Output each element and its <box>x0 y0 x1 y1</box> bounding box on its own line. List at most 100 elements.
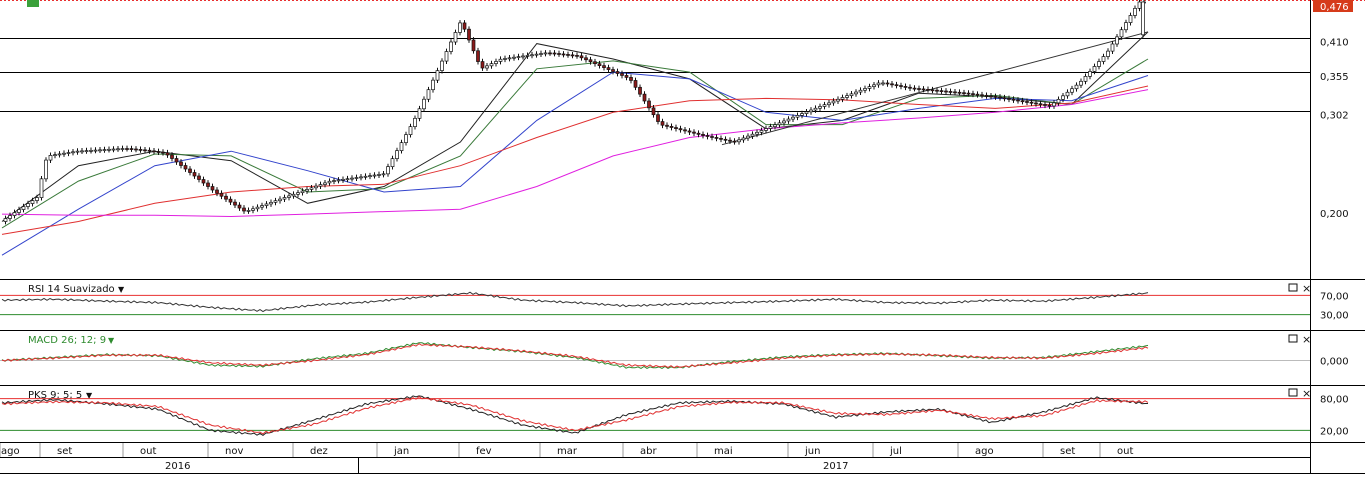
candle-body <box>345 178 350 181</box>
candle-body <box>489 63 494 67</box>
price-axis-label: 0,200 <box>1320 209 1349 220</box>
candle-body <box>1141 1 1145 36</box>
candle-body <box>395 150 399 160</box>
candle-body <box>215 189 219 194</box>
candle-body <box>746 135 750 139</box>
candle-body <box>633 80 638 88</box>
candle-body <box>255 206 260 210</box>
candle-body <box>615 71 620 74</box>
indicator-line <box>1 395 1149 435</box>
macd-panel[interactable]: MACD 26; 12; 9 ▼ 0,000 <box>0 335 1349 369</box>
candle-body <box>696 132 701 135</box>
candle-body <box>867 86 872 89</box>
candle-body <box>1079 80 1083 86</box>
maximize-icon[interactable] <box>1288 388 1298 397</box>
candle-body <box>48 155 53 161</box>
candle-body <box>701 134 705 136</box>
candle-body <box>827 102 831 106</box>
indicator-line <box>1 343 1149 369</box>
candle-body <box>408 126 413 136</box>
pks-menu-icon[interactable]: ▼ <box>86 391 93 400</box>
candle-body <box>417 108 422 119</box>
moving-average-line <box>1 31 1149 222</box>
candle-body <box>597 63 602 66</box>
candle-body <box>665 124 669 127</box>
candle-body <box>300 190 305 194</box>
macd-menu-icon[interactable]: ▼ <box>108 336 115 345</box>
candle-body <box>125 148 129 150</box>
candle-body <box>980 94 984 97</box>
candle-body <box>327 180 332 184</box>
price-axis-label: 0,355 <box>1320 72 1349 83</box>
candle-body <box>971 93 975 95</box>
candle-body <box>84 150 89 152</box>
candle-body <box>1128 15 1133 23</box>
candle-body <box>8 215 12 219</box>
candle-body <box>1133 7 1137 16</box>
candle-body <box>831 100 836 104</box>
month-label: dez <box>310 446 328 457</box>
candle-body <box>1002 97 1007 100</box>
candle-body <box>836 98 840 102</box>
candle-body <box>728 139 732 142</box>
candle-body <box>498 58 503 62</box>
panel-icons: × × × <box>1288 282 1311 400</box>
rsi-title[interactable]: RSI 14 Suavizado <box>28 284 115 295</box>
candle-body <box>12 212 17 216</box>
price-axis-label: 0,476 <box>1320 2 1349 13</box>
candle-body <box>107 148 111 151</box>
maximize-icon[interactable] <box>1288 334 1298 343</box>
candle-body <box>818 106 822 109</box>
candle-body <box>467 28 471 41</box>
pks-panel[interactable]: PKS 9; 5; 5 ▼ 80,00 20,00 <box>0 390 1349 437</box>
candle-body <box>912 87 917 90</box>
candle-body <box>480 61 485 69</box>
candle-body <box>471 39 476 52</box>
candle-body <box>1106 50 1110 57</box>
candle-body <box>116 148 120 151</box>
indicator-level-label: 20,00 <box>1320 426 1349 437</box>
close-icon[interactable]: × <box>1302 333 1311 346</box>
month-label: set <box>1060 446 1075 457</box>
month-label: ago <box>975 446 994 457</box>
candle-body <box>570 54 575 57</box>
candle-body <box>629 77 633 81</box>
candle-body <box>1083 76 1088 82</box>
candle-body <box>602 65 606 68</box>
candle-body <box>174 158 179 163</box>
close-icon[interactable]: × <box>1302 387 1311 400</box>
candle-body <box>282 197 287 200</box>
candle-body <box>485 65 489 69</box>
candle-body <box>750 133 755 137</box>
candle-body <box>966 92 971 95</box>
candle-body <box>1092 66 1097 72</box>
rsi-panel[interactable]: RSI 14 Suavizado ▼ 70,00 30,00 <box>0 284 1349 322</box>
candle-body <box>737 139 741 143</box>
candle-body <box>840 97 845 100</box>
candle-body <box>732 140 737 143</box>
macd-title[interactable]: MACD 26; 12; 9 <box>28 335 106 346</box>
time-axis: ago set out nov dez jan fev mar abr mai jun jul ago s… <box>0 443 1133 474</box>
candle-body <box>593 61 597 65</box>
candle-body <box>741 137 746 141</box>
candle-body <box>678 128 683 131</box>
candle-body <box>993 96 998 98</box>
candle-body <box>444 51 449 62</box>
candle-body <box>75 150 80 153</box>
indicator-square-icon[interactable] <box>27 0 39 7</box>
candle-body <box>687 130 692 133</box>
candle-body <box>273 200 278 203</box>
candle-body <box>1088 71 1092 77</box>
close-icon[interactable]: × <box>1302 282 1311 295</box>
candle-body <box>179 161 183 166</box>
pks-title[interactable]: PKS 9; 5; 5 <box>28 390 82 401</box>
candle-body <box>534 53 539 56</box>
candle-body <box>683 129 687 132</box>
month-label: mai <box>714 446 733 457</box>
candle-body <box>1029 101 1034 104</box>
candle-body <box>1025 101 1029 103</box>
rsi-menu-icon[interactable]: ▼ <box>118 285 125 294</box>
maximize-icon[interactable] <box>1288 283 1298 292</box>
